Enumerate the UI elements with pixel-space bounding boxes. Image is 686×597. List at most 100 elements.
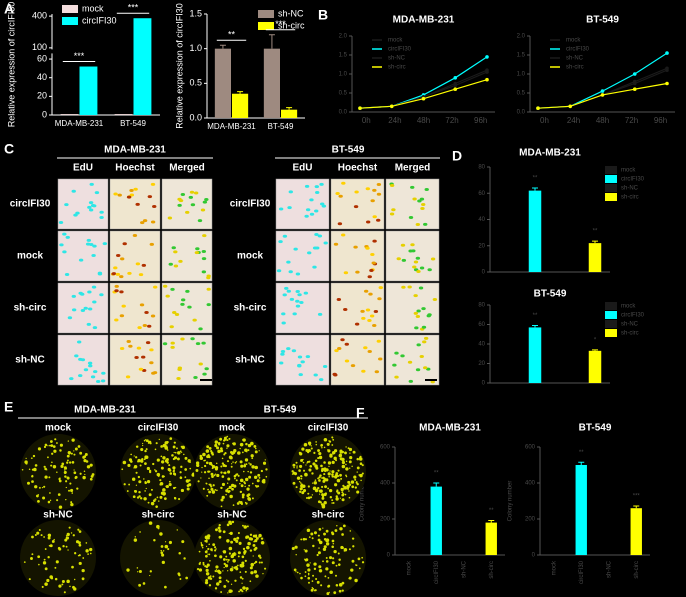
cell bbox=[201, 270, 207, 274]
colony bbox=[249, 471, 253, 474]
colony bbox=[347, 447, 350, 450]
y-tick-label: 20 bbox=[478, 243, 485, 249]
colony bbox=[220, 447, 223, 450]
colony bbox=[250, 571, 254, 575]
cell bbox=[363, 289, 369, 293]
colony bbox=[58, 584, 62, 588]
colony bbox=[323, 446, 326, 449]
colony bbox=[66, 461, 69, 464]
colony bbox=[239, 478, 244, 483]
cell bbox=[167, 216, 173, 220]
colony bbox=[359, 456, 362, 459]
cell bbox=[430, 257, 436, 261]
colony bbox=[300, 484, 304, 488]
cell bbox=[58, 221, 64, 225]
cell bbox=[286, 260, 291, 264]
plate-label: mock bbox=[219, 423, 246, 434]
point bbox=[358, 106, 362, 110]
colony bbox=[323, 467, 327, 471]
colony bbox=[144, 480, 147, 484]
colony bbox=[59, 443, 63, 447]
colony bbox=[325, 478, 329, 482]
colony bbox=[65, 480, 68, 483]
colony bbox=[356, 482, 359, 486]
colony bbox=[322, 560, 324, 563]
legend-label: sh-circ bbox=[388, 65, 406, 71]
colony bbox=[243, 464, 247, 468]
colony bbox=[258, 561, 261, 564]
colony bbox=[307, 581, 310, 584]
x-tick-label: BT-549 bbox=[268, 122, 294, 131]
colony bbox=[220, 498, 224, 502]
colony bbox=[134, 489, 138, 493]
cell bbox=[415, 368, 421, 372]
colony bbox=[78, 561, 82, 566]
colony bbox=[324, 485, 327, 489]
colony bbox=[304, 571, 307, 573]
colony bbox=[331, 450, 336, 455]
colony bbox=[262, 480, 266, 484]
cell bbox=[372, 215, 377, 219]
error-bar bbox=[592, 349, 598, 351]
colony bbox=[81, 568, 85, 573]
colony bbox=[230, 554, 235, 559]
colony bbox=[51, 540, 55, 543]
cell bbox=[401, 285, 406, 289]
colony bbox=[350, 480, 355, 484]
cell bbox=[171, 246, 176, 250]
error-bar bbox=[433, 482, 440, 487]
cell bbox=[117, 193, 122, 197]
colony bbox=[83, 459, 87, 463]
point bbox=[568, 104, 573, 109]
colony bbox=[251, 564, 254, 567]
micrograph bbox=[385, 230, 440, 282]
cell bbox=[200, 208, 206, 212]
colony bbox=[89, 547, 93, 552]
colony bbox=[232, 461, 234, 463]
bar bbox=[588, 243, 602, 272]
colony bbox=[307, 492, 310, 495]
colony bbox=[306, 563, 310, 567]
cell bbox=[168, 262, 173, 266]
colony bbox=[237, 474, 240, 477]
colony bbox=[295, 486, 298, 489]
point bbox=[453, 87, 458, 91]
colony bbox=[228, 532, 230, 535]
cell bbox=[172, 311, 177, 315]
colony bbox=[26, 481, 30, 485]
cell bbox=[189, 190, 195, 194]
cell bbox=[62, 250, 67, 254]
bar bbox=[263, 48, 280, 118]
colony bbox=[200, 477, 202, 479]
colony bbox=[260, 537, 264, 540]
colony bbox=[244, 458, 249, 462]
cell bbox=[378, 286, 383, 290]
point bbox=[453, 76, 458, 80]
colony bbox=[30, 557, 33, 560]
plate bbox=[120, 520, 196, 596]
x-tick-label: 48h bbox=[417, 116, 430, 125]
cell bbox=[206, 287, 211, 291]
colony bbox=[208, 553, 211, 556]
point bbox=[632, 87, 637, 91]
significance-label: *** bbox=[275, 19, 286, 29]
colony bbox=[222, 558, 226, 561]
cell bbox=[422, 340, 427, 344]
colony bbox=[82, 557, 85, 559]
cell bbox=[297, 363, 302, 367]
colony bbox=[248, 484, 251, 487]
colony bbox=[172, 470, 175, 473]
cell bbox=[320, 202, 325, 206]
colony bbox=[148, 493, 152, 497]
colony bbox=[156, 496, 159, 499]
colony bbox=[70, 452, 73, 455]
colony bbox=[71, 438, 75, 442]
legend-label: circIFI30 bbox=[82, 15, 117, 25]
colony bbox=[207, 488, 209, 491]
colony bbox=[84, 473, 86, 476]
cell bbox=[427, 313, 432, 317]
colony bbox=[254, 546, 258, 550]
colony bbox=[310, 447, 313, 450]
point bbox=[632, 81, 637, 86]
cell bbox=[147, 195, 153, 199]
